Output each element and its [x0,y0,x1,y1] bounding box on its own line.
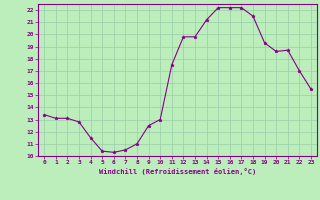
X-axis label: Windchill (Refroidissement éolien,°C): Windchill (Refroidissement éolien,°C) [99,168,256,175]
